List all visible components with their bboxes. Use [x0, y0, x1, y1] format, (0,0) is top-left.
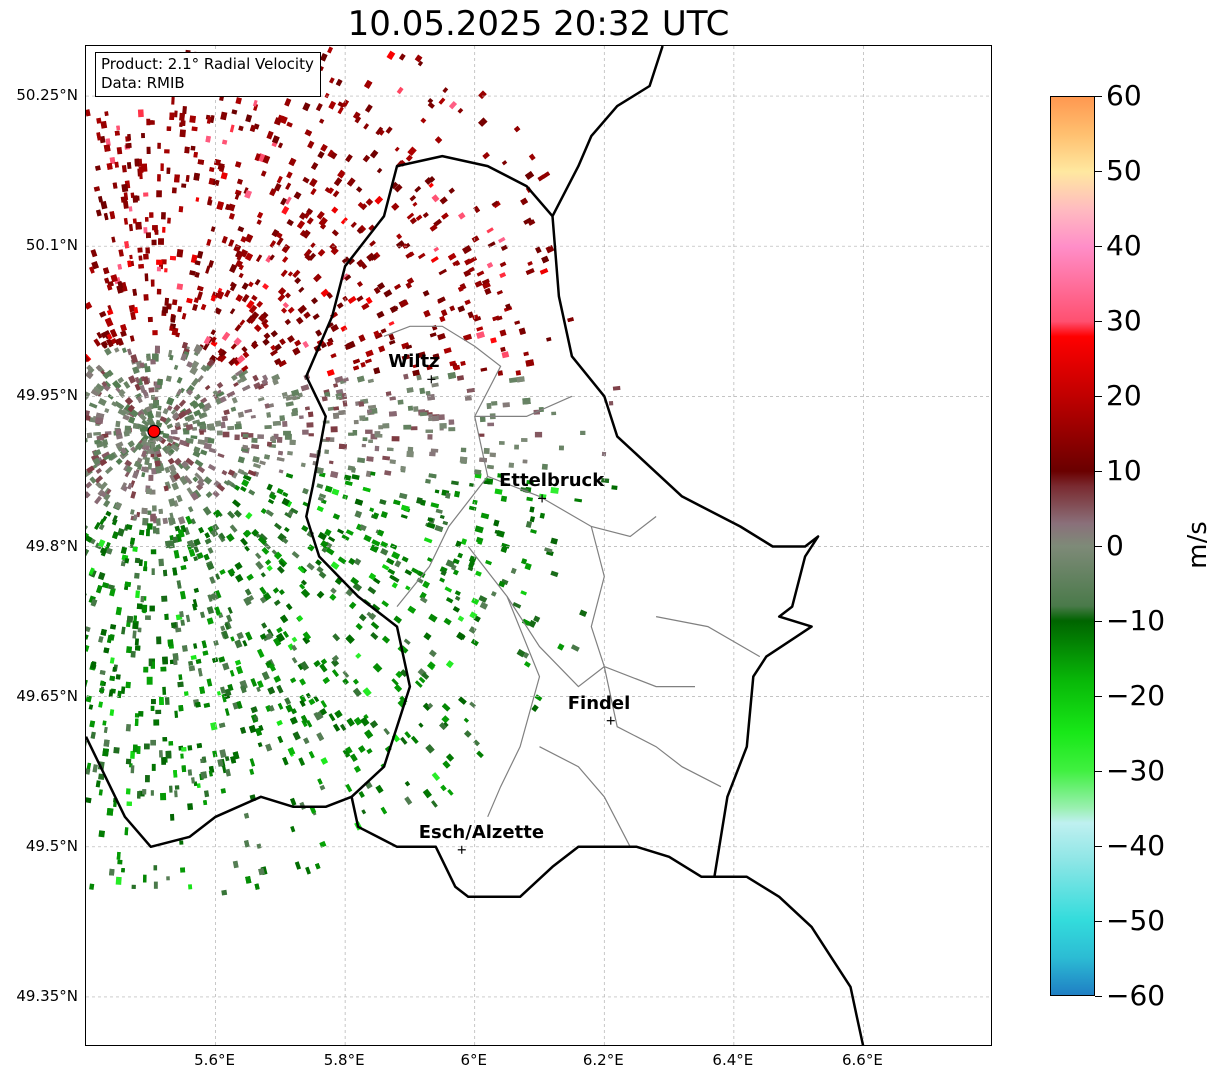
country-border — [305, 46, 820, 899]
colorbar-tick-label: −60 — [1106, 979, 1166, 1012]
lat-tick-label: 49.35°N — [16, 986, 78, 1005]
colorbar-tick-label: 50 — [1106, 154, 1142, 187]
lon-tick-label: 5.8°E — [323, 1051, 365, 1069]
colorbar-tick-label: −10 — [1106, 604, 1166, 637]
colorbar-tick — [1095, 396, 1102, 397]
canton-border — [383, 325, 502, 607]
colorbar-tick-label: 40 — [1106, 229, 1142, 262]
lat-tick-label: 49.5°N — [25, 836, 78, 855]
colorbar-tick — [1095, 471, 1102, 472]
lon-tick-label: 6.6°E — [842, 1051, 883, 1069]
colorbar-tick — [1095, 171, 1102, 172]
colorbar — [1050, 96, 1095, 996]
colorbar-tick-label: 20 — [1106, 379, 1142, 412]
city-marker — [427, 375, 436, 384]
lat-tick-label: 49.8°N — [25, 536, 78, 555]
colorbar-unit-label: m/s — [1183, 521, 1207, 569]
canton-border — [474, 395, 573, 417]
lat-tick-label: 50.1°N — [25, 236, 78, 255]
country-border — [707, 875, 865, 1045]
colorbar-tick-label: 30 — [1106, 304, 1142, 337]
lat-tick-label: 49.95°N — [16, 386, 78, 405]
product-label: Product: 2.1° Radial Velocity — [101, 55, 314, 73]
city-label: Wiltz — [388, 351, 440, 373]
map-canvas[interactable] — [86, 46, 992, 1046]
colorbar-tick — [1095, 621, 1102, 622]
product-info-box: Product: 2.1° Radial Velocity Data: RMIB — [95, 52, 321, 97]
city-marker — [606, 716, 615, 725]
colorbar-tick — [1095, 771, 1102, 772]
canton-border — [590, 526, 695, 688]
country-border — [86, 736, 353, 849]
canton-border — [539, 746, 631, 848]
colorbar-tick — [1095, 96, 1102, 97]
borders-layer — [86, 46, 865, 1045]
colorbar-tick-label: −20 — [1106, 679, 1166, 712]
graticule — [86, 46, 991, 1045]
colorbar-tick — [1095, 996, 1102, 997]
markers-layer — [147, 375, 615, 854]
lon-tick-label: 6.2°E — [582, 1051, 624, 1069]
lat-tick-label: 49.65°N — [16, 686, 78, 705]
canton-border — [487, 596, 541, 818]
colorbar-tick-label: 10 — [1106, 454, 1142, 487]
city-label: Findel — [567, 692, 631, 714]
lon-tick-label: 6°E — [460, 1051, 487, 1069]
colorbar-tick — [1095, 546, 1102, 547]
city-label: Esch/Alzette — [418, 821, 545, 843]
lon-tick-label: 5.6°E — [194, 1051, 235, 1069]
colorbar-tick-label: 60 — [1106, 79, 1142, 112]
city-label: Ettelbruck — [499, 470, 605, 492]
lon-tick-label: 6.4°E — [712, 1051, 754, 1069]
colorbar-tick — [1095, 246, 1102, 247]
colorbar-tick — [1095, 321, 1102, 322]
map-title: 10.05.2025 20:32 UTC — [347, 4, 730, 44]
colorbar-tick — [1095, 846, 1102, 847]
radar-site-marker — [147, 424, 161, 438]
colorbar-tick-label: −40 — [1106, 829, 1166, 862]
city-marker — [538, 494, 547, 503]
data-source-label: Data: RMIB — [101, 74, 185, 92]
colorbar-tick-label: −30 — [1106, 754, 1166, 787]
map-panel[interactable] — [85, 45, 992, 1046]
canton-border — [655, 616, 761, 658]
lat-tick-label: 50.25°N — [16, 86, 78, 105]
city-marker — [457, 845, 466, 854]
canton-border — [467, 546, 605, 688]
canton-border — [603, 666, 722, 788]
colorbar-tick — [1095, 921, 1102, 922]
colorbar-tick — [1095, 696, 1102, 697]
colorbar-tick-label: −50 — [1106, 904, 1166, 937]
colorbar-tick-label: 0 — [1106, 529, 1124, 562]
